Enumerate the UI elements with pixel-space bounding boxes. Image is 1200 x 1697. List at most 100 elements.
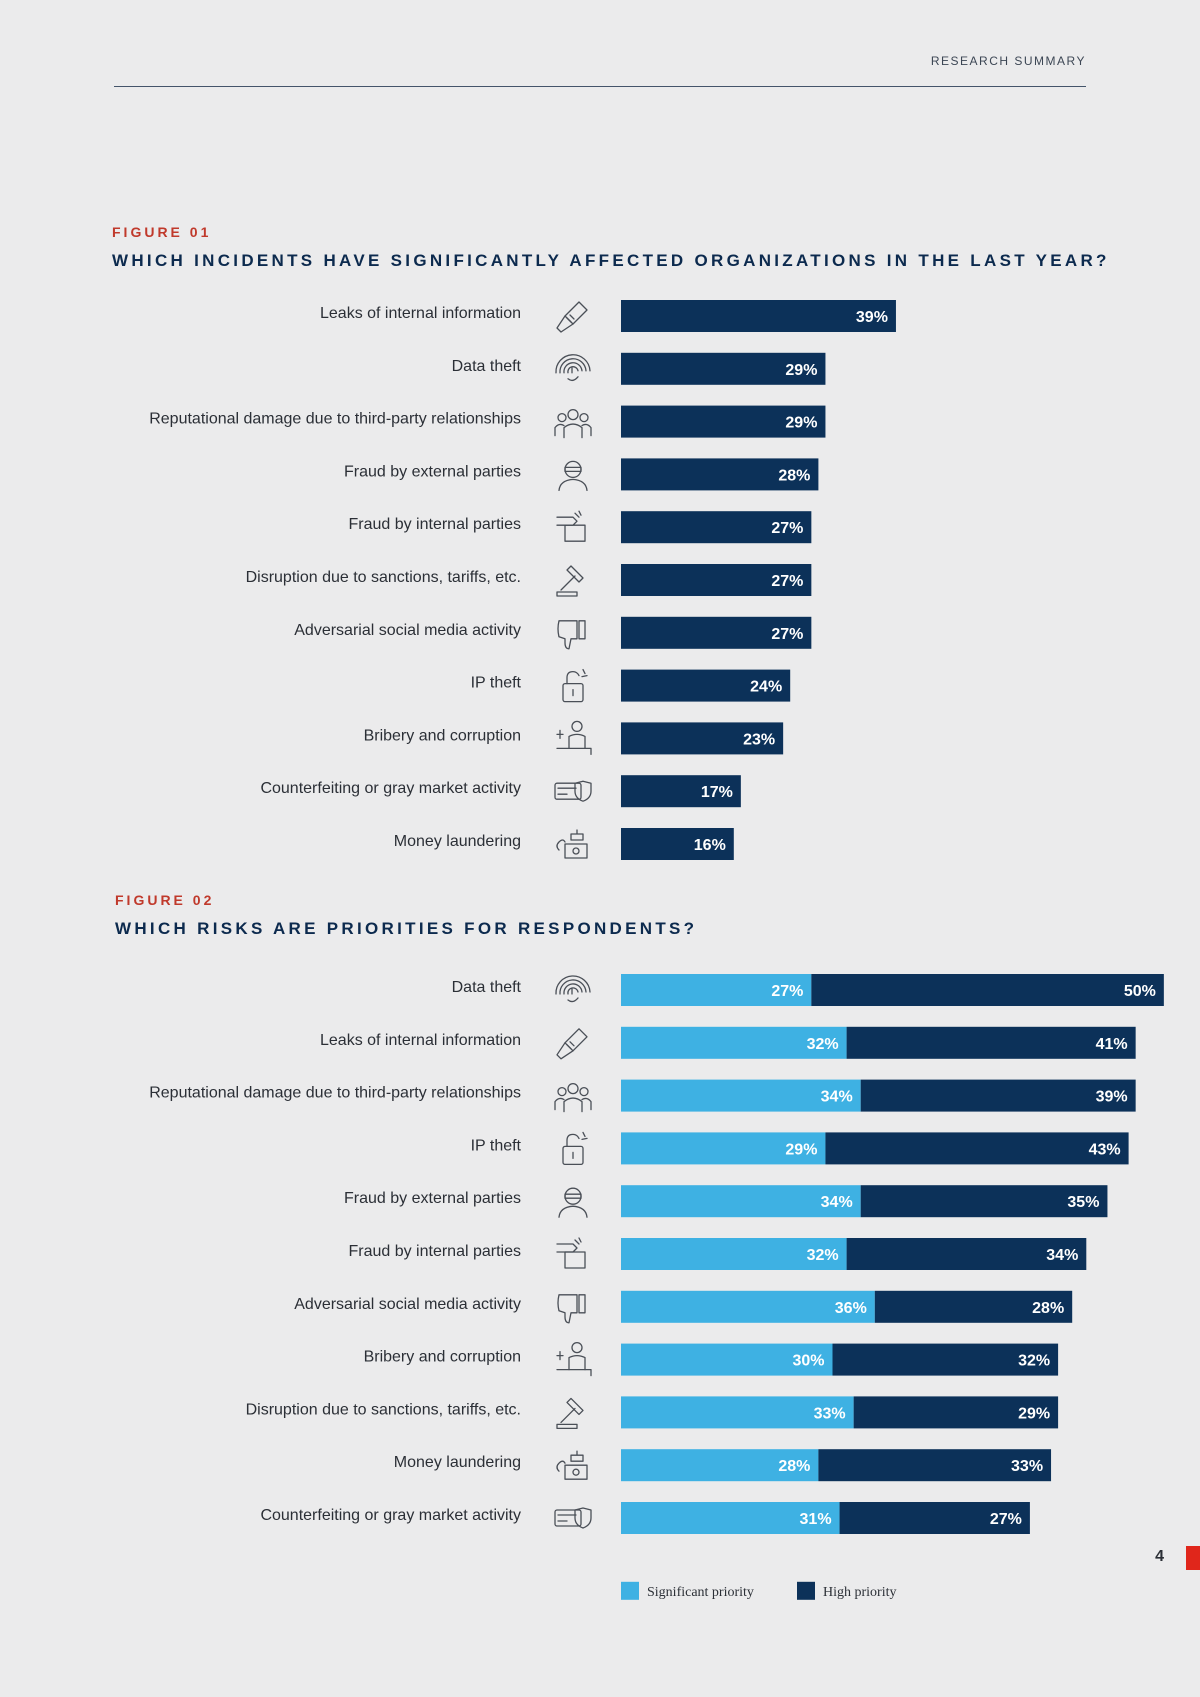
row-label: IP theft [471,1137,522,1154]
bar [621,405,826,438]
bar-significant [621,1502,840,1534]
masked-person-icon [558,460,588,492]
value-label: 33% [1011,1458,1043,1475]
row-label: Reputational damage due to third-party r… [149,411,521,428]
bar [621,564,812,596]
row-label: Counterfeiting or gray market activity [260,780,521,797]
row-label: Data theft [452,979,522,996]
legend-label: High priority [823,1585,897,1600]
value-label: 30% [792,1353,824,1370]
broken-lock-icon [562,668,588,703]
bar [621,458,819,491]
page-number: 4 [1155,1548,1164,1565]
value-label: 29% [785,1141,817,1158]
section-label: RESEARCH SUMMARY [930,54,1086,68]
value-label: 34% [821,1089,853,1106]
bar-significant [621,974,812,1006]
bar [621,775,741,808]
figure-02-label: FIGURE 02 [115,892,215,908]
value-label: 28% [778,1458,810,1475]
bar-high [811,974,1164,1006]
row-label: Counterfeiting or gray market activity [260,1507,521,1524]
value-label: 39% [1096,1089,1128,1106]
bar-high [832,1343,1059,1376]
card-shield-icon [554,780,592,802]
legend-label: Significant priority [647,1585,754,1600]
gavel-icon [556,565,584,597]
bar-significant [621,1079,861,1112]
row-label: Fraud by internal parties [348,1243,521,1260]
page-marker [1186,1546,1200,1570]
bar [621,722,784,755]
bar-high [860,1185,1108,1218]
bar-significant [621,1290,875,1323]
row-label: Data theft [452,358,522,375]
value-label: 23% [743,731,775,748]
money-wash-icon [556,1450,588,1480]
value-label: 35% [1067,1194,1099,1211]
bribe-hand-icon [556,720,592,756]
bar-significant [621,1238,847,1270]
bar-high [846,1238,1087,1270]
hand-in-box-icon [556,1237,586,1269]
bar-high [818,1449,1052,1482]
thumbs-down-icon [557,1294,586,1324]
broken-lock-icon [562,1131,588,1166]
value-label: 27% [771,573,803,590]
bar-high [853,1396,1059,1429]
row-label: Leaks of internal information [320,305,521,322]
bar-significant [621,1026,847,1059]
value-label: 29% [1018,1405,1050,1422]
legend-swatch [797,1581,815,1600]
money-wash-icon [556,829,588,859]
bar-significant [621,1185,861,1218]
row-label: Bribery and corruption [364,1349,521,1366]
card-shield-icon [554,1507,592,1529]
bar-significant [621,1132,826,1165]
value-label: 29% [785,415,817,432]
bar-high [825,1132,1129,1165]
bar-significant [621,1343,833,1376]
value-label: 43% [1089,1141,1121,1158]
fingerprint-icon [555,354,591,382]
figure-01-label: FIGURE 01 [112,224,212,240]
row-label: Money laundering [394,833,521,850]
value-label: 27% [990,1511,1022,1528]
value-label: 29% [785,362,817,379]
bar-high [874,1290,1073,1323]
value-label: 27% [771,520,803,537]
row-label: Fraud by internal parties [348,516,521,533]
value-label: 32% [807,1247,839,1264]
value-label: 39% [856,309,888,326]
row-label: Disruption due to sanctions, tariffs, et… [246,569,521,586]
row-label: Bribery and corruption [364,727,521,744]
row-label: Fraud by external parties [344,463,521,480]
legend-swatch [621,1581,639,1600]
value-label: 24% [750,679,782,696]
bar [621,511,812,544]
row-label: Leaks of internal information [320,1032,521,1049]
value-label: 32% [807,1036,839,1053]
bar-high [860,1079,1136,1112]
bar [621,352,826,385]
value-label: 32% [1018,1353,1050,1370]
screwdriver-icon [556,301,588,333]
screwdriver-icon [556,1028,588,1060]
value-label: 41% [1096,1036,1128,1053]
people-group-icon [554,1082,592,1113]
header-divider [114,86,1086,87]
masked-person-icon [558,1187,588,1218]
hand-in-box-icon [556,510,586,542]
bar [621,828,734,860]
row-label: Adversarial social media activity [294,622,521,639]
people-group-icon [554,408,592,439]
value-label: 34% [1046,1247,1078,1264]
bar-high [846,1026,1136,1059]
value-label: 50% [1124,983,1156,1000]
value-label: 28% [778,467,810,484]
figure-02-chart: Data theft 27% 50% Leaks of internal inform… [149,974,1164,1600]
figure-01-chart: Leaks of internal information 39% Data the… [149,300,896,860]
bar-high [839,1502,1030,1534]
thumbs-down-icon [557,620,586,650]
row-label: Adversarial social media activity [294,1296,521,1313]
